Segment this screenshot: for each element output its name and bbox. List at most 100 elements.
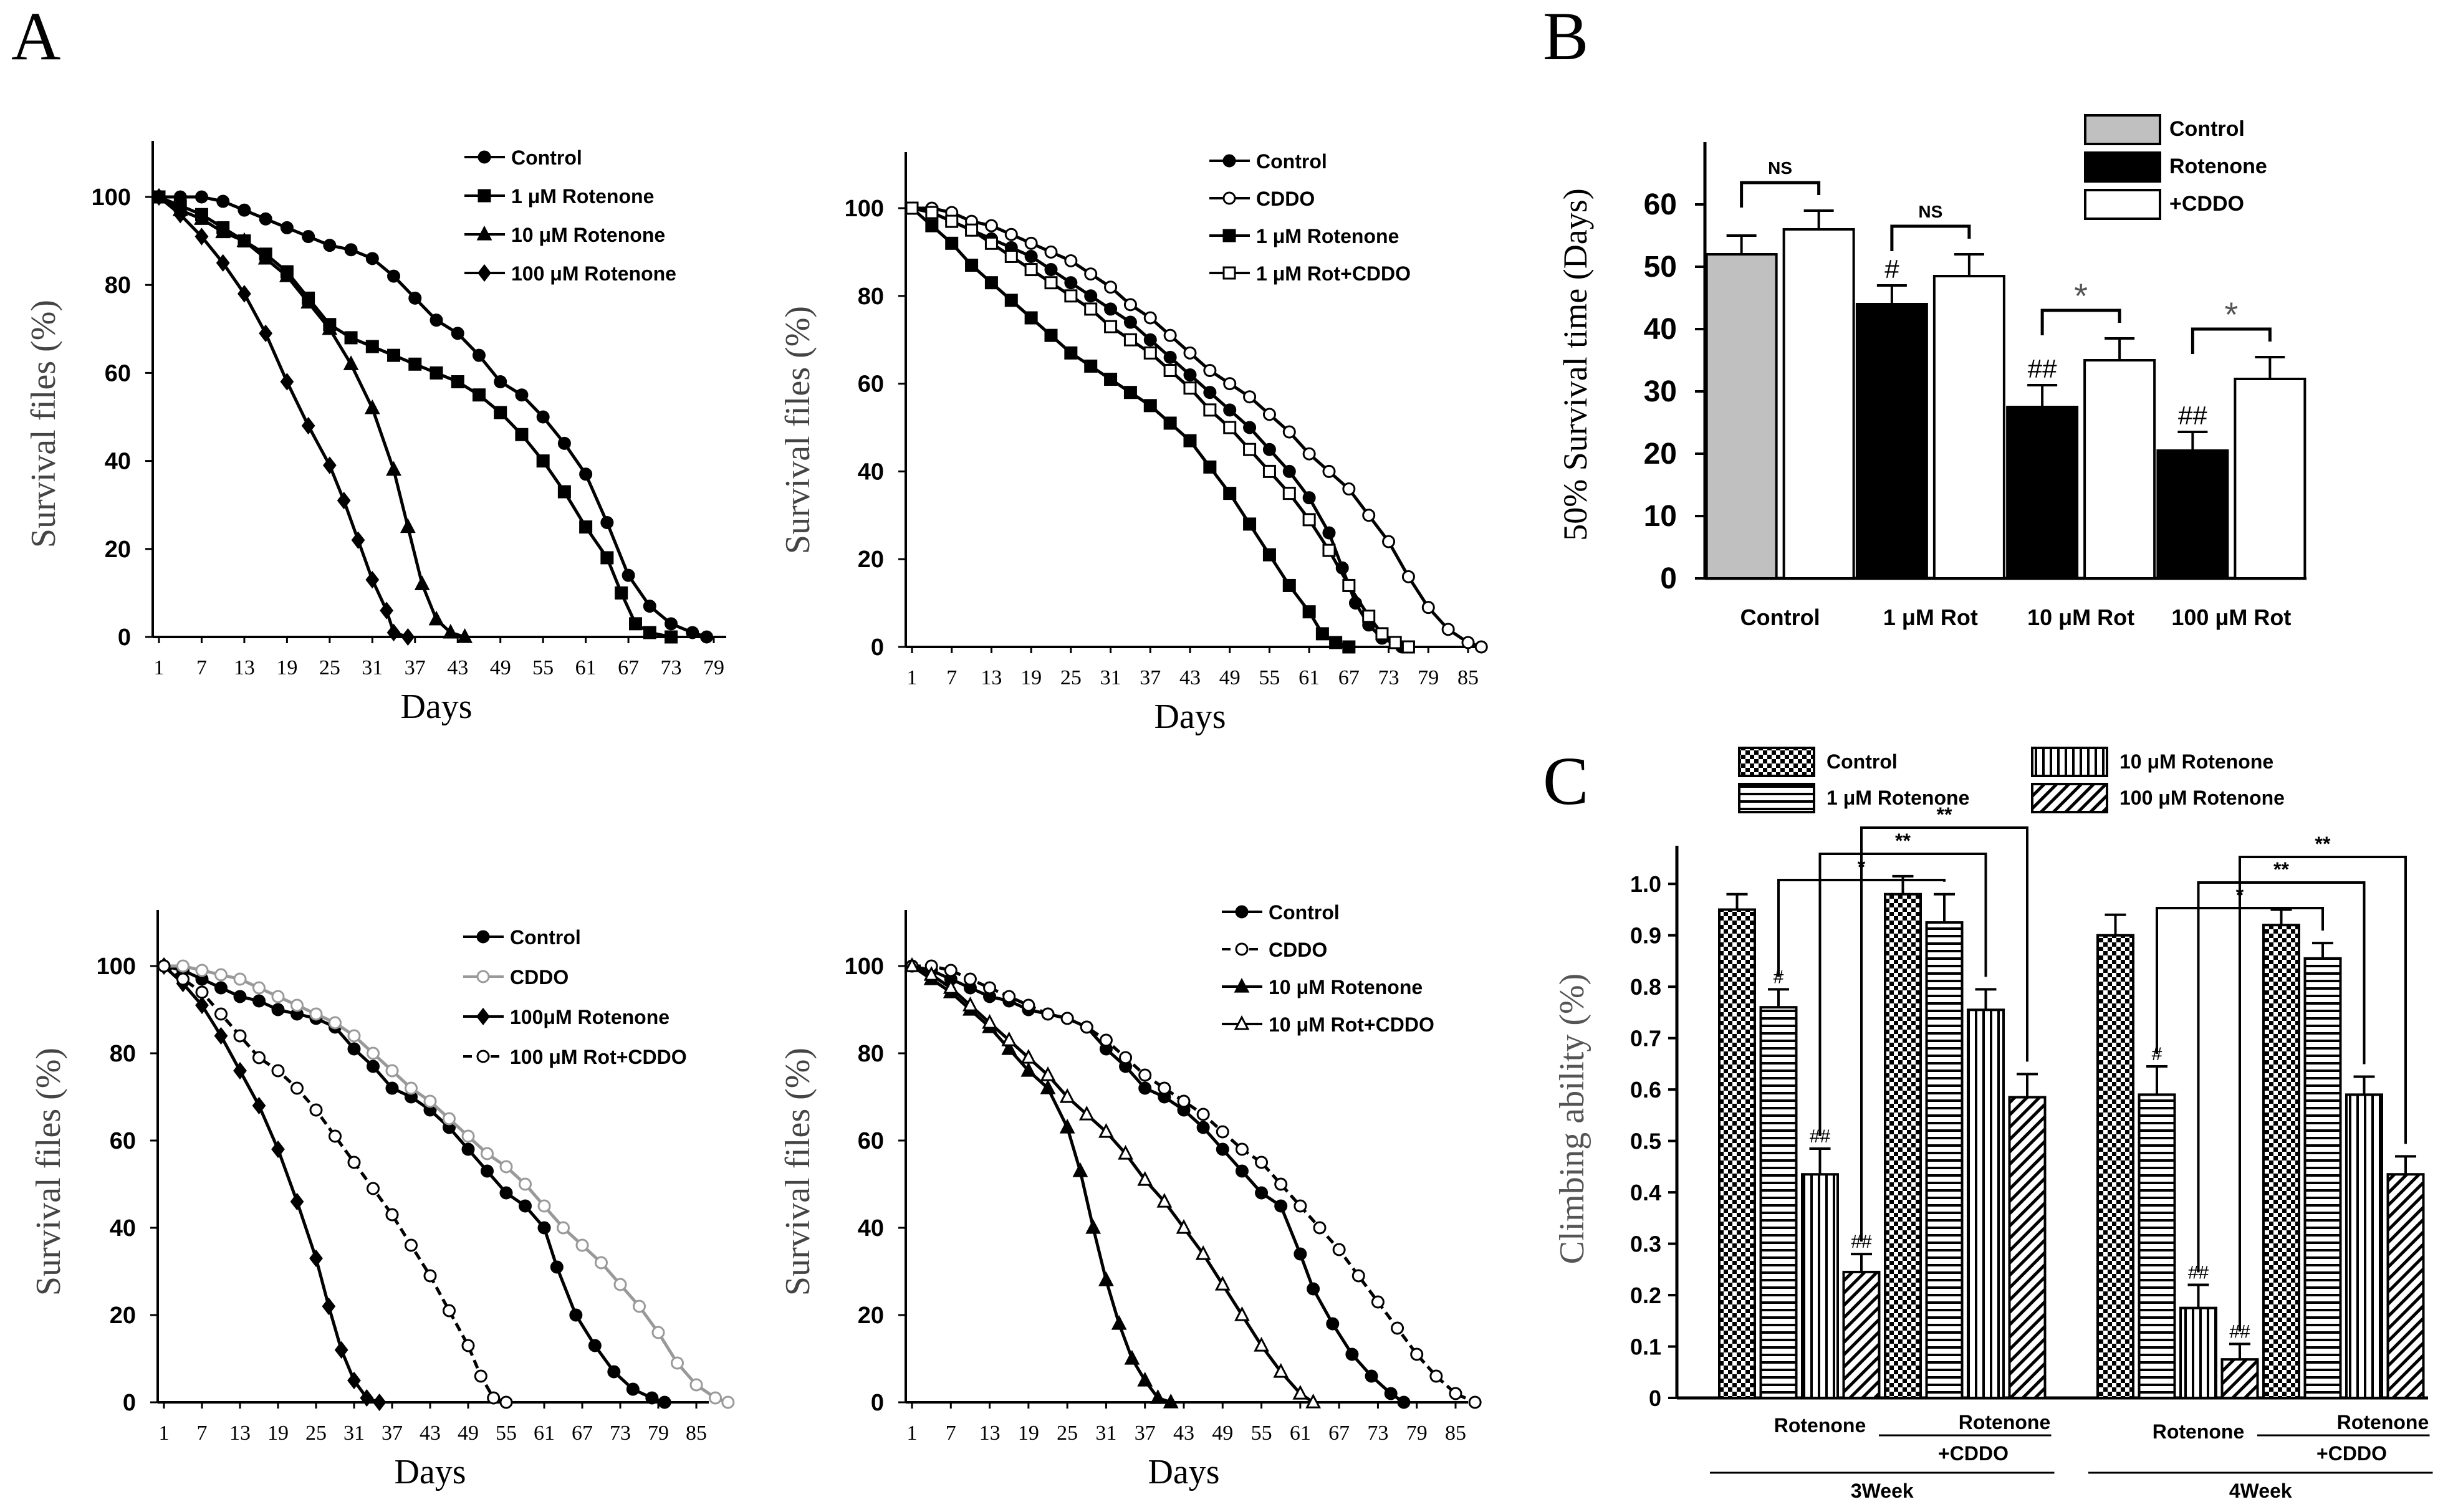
- data-point: [515, 428, 529, 441]
- x-tick-label: 49: [490, 656, 511, 679]
- data-point: [686, 626, 699, 639]
- sub-label-rotenone: Rotenone: [1774, 1414, 1866, 1437]
- data-point: [1243, 443, 1257, 456]
- comparison-bracket: [1740, 181, 1821, 208]
- data-point: [461, 1339, 475, 1352]
- data-point: [1262, 548, 1276, 562]
- legend-swatch: [1738, 747, 1815, 777]
- x-tick-label: 100 μM Rot: [2171, 605, 2291, 630]
- y-axis-title: 50% Survival time (Days): [1557, 188, 1594, 540]
- data-point: [905, 201, 919, 215]
- data-point: [1163, 328, 1177, 342]
- data-point: [347, 1156, 361, 1169]
- data-point: [233, 1061, 247, 1080]
- comparison-bracket: [1860, 826, 2028, 1242]
- data-point: [176, 972, 190, 986]
- data-point: [1282, 464, 1296, 478]
- data-point: [401, 628, 415, 646]
- x-tick-label: 1: [159, 1422, 170, 1445]
- x-tick-label: 7: [946, 1422, 956, 1445]
- data-point: [1064, 289, 1078, 303]
- data-point: [1322, 543, 1336, 557]
- data-point: [1273, 1362, 1289, 1378]
- y-axis-title: Survival files (%): [24, 300, 63, 548]
- data-point: [173, 206, 188, 224]
- y-tick-label: 30: [1644, 375, 1677, 408]
- data-point: [1024, 236, 1038, 250]
- data-point: [1064, 276, 1078, 290]
- data-point: [1342, 640, 1356, 654]
- data-point: [1072, 1162, 1088, 1177]
- survival-chart-a3: 0 20 40 60 80 100 1 7 13 19 25 31 37 43 49 55 61 67 73 79 85…: [29, 910, 735, 1491]
- data-point: [1322, 464, 1336, 478]
- data-point: [1302, 513, 1316, 527]
- x-tick-label: 31: [1100, 666, 1121, 689]
- data-point: [595, 1256, 608, 1270]
- data-point: [626, 1382, 640, 1396]
- data-point: [579, 467, 593, 481]
- x-tick-label: 43: [1179, 666, 1201, 689]
- data-point: [643, 626, 656, 639]
- data-point: [600, 551, 614, 565]
- comparison-bracket: [2040, 309, 2121, 335]
- data-point: [1401, 570, 1415, 583]
- data-point: [1234, 1306, 1250, 1321]
- survival-chart-a1: 0 20 40 60 80 100 1 7 13 19 25 31 37 43 49 55 61 67 73 79 Da…: [24, 141, 726, 726]
- y-tick-label: 20: [1644, 438, 1677, 471]
- x-tick-label: 67: [1338, 666, 1360, 689]
- bar: [1718, 908, 1756, 1399]
- y-axis-title: Survival files (%): [29, 1048, 68, 1296]
- legend-swatch: [2084, 151, 2161, 183]
- series-3: [904, 957, 1321, 1409]
- data-point: [423, 1269, 437, 1283]
- data-point: [550, 1260, 564, 1274]
- series-line: [158, 195, 466, 639]
- data-point: [365, 340, 379, 353]
- y-tick-label: 0.2: [1630, 1283, 1661, 1308]
- data-point: [1183, 381, 1197, 395]
- data-point: [665, 630, 678, 644]
- legend-label: Control: [1269, 901, 1340, 924]
- data-point: [925, 206, 939, 219]
- bar: [1842, 1270, 1881, 1400]
- data-point: [1104, 280, 1118, 294]
- data-point: [519, 1177, 532, 1191]
- series-line: [164, 964, 729, 1404]
- data-point: [494, 375, 507, 389]
- data-point: [1326, 1317, 1340, 1331]
- data-point: [689, 1378, 703, 1392]
- legend-label: 1 μM Rotenone: [511, 185, 654, 208]
- series-line: [911, 964, 1315, 1404]
- data-point: [1044, 245, 1058, 259]
- data-point: [984, 236, 998, 250]
- comparison-bracket: [2197, 881, 2366, 1273]
- data-point: [1040, 1066, 1056, 1081]
- y-tick-label: 60: [858, 1128, 884, 1154]
- data-point: [622, 568, 635, 582]
- series-3: [905, 201, 1415, 654]
- comparison-bracket: [2239, 856, 2407, 1332]
- data-point: [461, 1142, 475, 1156]
- data-point: [385, 1081, 399, 1095]
- data-point: [1085, 1218, 1102, 1234]
- legend-marker: [1222, 266, 1236, 280]
- bar: [1932, 275, 2005, 580]
- data-point: [271, 990, 285, 1003]
- y-tick-label: 60: [858, 371, 884, 398]
- x-tick-label: 19: [276, 656, 297, 679]
- data-point: [408, 291, 422, 305]
- data-point: [290, 1192, 304, 1211]
- data-point: [214, 981, 228, 995]
- data-point: [1024, 249, 1038, 263]
- data-point: [588, 1339, 602, 1352]
- data-point: [1137, 1371, 1153, 1387]
- data-point: [322, 320, 338, 335]
- x-tick-label: 43: [420, 1422, 441, 1445]
- x-tick-label: 31: [1095, 1422, 1116, 1445]
- comparison-label: NS: [1918, 202, 1942, 221]
- legend-marker: [1222, 229, 1236, 242]
- data-point: [451, 327, 464, 340]
- x-tick-label: 49: [458, 1422, 479, 1445]
- bar: [1782, 228, 1855, 580]
